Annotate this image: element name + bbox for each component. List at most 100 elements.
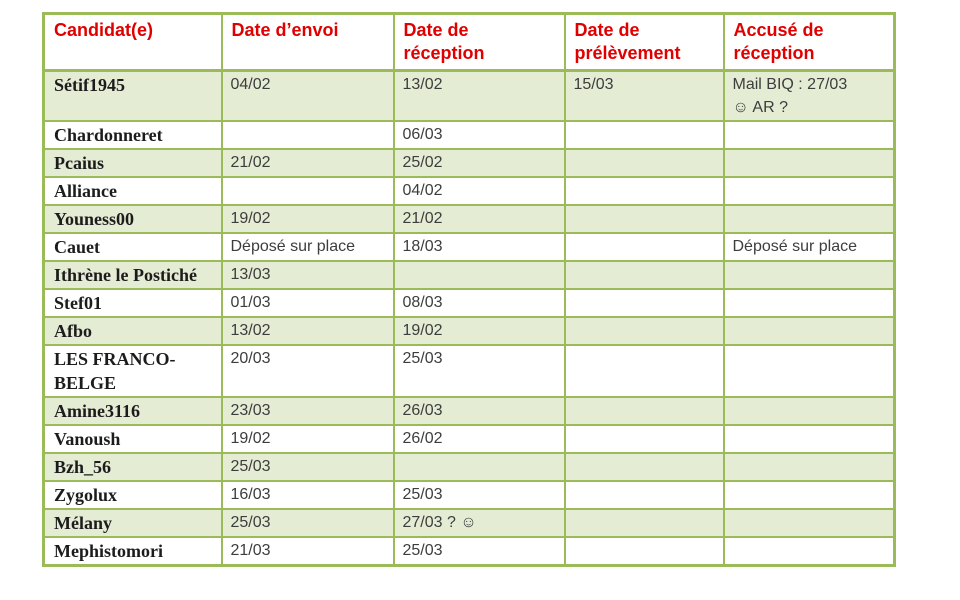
cell-envoi: 19/02 bbox=[220, 424, 395, 454]
candidates-table: Candidat(e) Date d’envoi Date de récepti… bbox=[42, 12, 896, 567]
column-header-date-reception: Date de réception bbox=[392, 12, 566, 72]
cell-prelevement bbox=[563, 204, 725, 234]
cell-prelevement bbox=[563, 148, 725, 178]
table-row: Pcaius 21/02 25/02 bbox=[42, 148, 896, 178]
cell-envoi: 21/03 bbox=[220, 536, 395, 567]
cell-envoi: 21/02 bbox=[220, 148, 395, 178]
cell-accuse bbox=[722, 536, 896, 567]
cell-reception: 25/02 bbox=[392, 148, 566, 178]
cell-envoi bbox=[220, 176, 395, 206]
cell-reception: 08/03 bbox=[392, 288, 566, 318]
cell-accuse bbox=[722, 288, 896, 318]
cell-reception: 18/03 bbox=[392, 232, 566, 262]
column-header-date-envoi: Date d’envoi bbox=[220, 12, 395, 72]
cell-prelevement bbox=[563, 176, 725, 206]
cell-reception: 13/02 bbox=[392, 69, 566, 122]
cell-name: Mélany bbox=[42, 508, 223, 538]
cell-name: Mephistomori bbox=[42, 536, 223, 567]
cell-envoi: 16/03 bbox=[220, 480, 395, 510]
cell-prelevement bbox=[563, 120, 725, 150]
cell-accuse bbox=[722, 344, 896, 398]
cell-name: Zygolux bbox=[42, 480, 223, 510]
cell-name: Pcaius bbox=[42, 148, 223, 178]
table-row: Zygolux 16/03 25/03 bbox=[42, 480, 896, 510]
cell-accuse bbox=[722, 204, 896, 234]
cell-accuse bbox=[722, 424, 896, 454]
cell-reception: 19/02 bbox=[392, 316, 566, 346]
cell-accuse bbox=[722, 480, 896, 510]
table-row: LES FRANCO-BELGE 20/03 25/03 bbox=[42, 344, 896, 398]
cell-name: LES FRANCO-BELGE bbox=[42, 344, 223, 398]
cell-envoi: 23/03 bbox=[220, 396, 395, 426]
cell-accuse bbox=[722, 508, 896, 538]
cell-envoi: 13/02 bbox=[220, 316, 395, 346]
cell-name: Afbo bbox=[42, 316, 223, 346]
cell-envoi bbox=[220, 120, 395, 150]
cell-prelevement bbox=[563, 536, 725, 567]
cell-name: Ithrène le Postiché bbox=[42, 260, 223, 290]
cell-reception: 26/03 bbox=[392, 396, 566, 426]
cell-envoi: 20/03 bbox=[220, 344, 395, 398]
cell-reception: 04/02 bbox=[392, 176, 566, 206]
cell-envoi: 04/02 bbox=[220, 69, 395, 122]
table-row: Youness00 19/02 21/02 bbox=[42, 204, 896, 234]
cell-reception: 26/02 bbox=[392, 424, 566, 454]
cell-prelevement bbox=[563, 480, 725, 510]
cell-envoi: 19/02 bbox=[220, 204, 395, 234]
cell-name: Cauet bbox=[42, 232, 223, 262]
cell-name: Vanoush bbox=[42, 424, 223, 454]
cell-name: Stef01 bbox=[42, 288, 223, 318]
cell-prelevement bbox=[563, 452, 725, 482]
cell-reception: 21/02 bbox=[392, 204, 566, 234]
cell-envoi: 25/03 bbox=[220, 508, 395, 538]
table-row: Afbo 13/02 19/02 bbox=[42, 316, 896, 346]
table-row: Bzh_56 25/03 bbox=[42, 452, 896, 482]
table-row: Stef01 01/03 08/03 bbox=[42, 288, 896, 318]
cell-prelevement bbox=[563, 396, 725, 426]
column-header-accuse-reception: Accusé de réception bbox=[722, 12, 896, 72]
cell-reception bbox=[392, 452, 566, 482]
cell-accuse bbox=[722, 260, 896, 290]
cell-reception: 25/03 bbox=[392, 480, 566, 510]
cell-name: Chardonneret bbox=[42, 120, 223, 150]
cell-envoi: 01/03 bbox=[220, 288, 395, 318]
cell-name: Amine3116 bbox=[42, 396, 223, 426]
cell-prelevement bbox=[563, 344, 725, 398]
cell-accuse bbox=[722, 148, 896, 178]
table-row: Chardonneret 06/03 bbox=[42, 120, 896, 150]
table-row: Mephistomori 21/03 25/03 bbox=[42, 536, 896, 567]
table-row: Alliance 04/02 bbox=[42, 176, 896, 206]
cell-accuse bbox=[722, 452, 896, 482]
cell-name: Bzh_56 bbox=[42, 452, 223, 482]
cell-envoi: 13/03 bbox=[220, 260, 395, 290]
cell-reception: 25/03 bbox=[392, 536, 566, 567]
cell-prelevement: 15/03 bbox=[563, 69, 725, 122]
cell-name: Sétif1945 bbox=[42, 69, 223, 122]
cell-accuse bbox=[722, 120, 896, 150]
table-row: Vanoush 19/02 26/02 bbox=[42, 424, 896, 454]
table-row: Ithrène le Postiché 13/03 bbox=[42, 260, 896, 290]
table-row: Sétif1945 04/02 13/02 15/03 Mail BIQ : 27/03… bbox=[42, 69, 896, 122]
cell-reception: 25/03 bbox=[392, 344, 566, 398]
cell-prelevement bbox=[563, 316, 725, 346]
cell-accuse: Déposé sur place bbox=[722, 232, 896, 262]
cell-envoi: Déposé sur place bbox=[220, 232, 395, 262]
table-row: Amine3116 23/03 26/03 bbox=[42, 396, 896, 426]
table-row: Cauet Déposé sur place 18/03 Déposé sur pla… bbox=[42, 232, 896, 262]
cell-prelevement bbox=[563, 508, 725, 538]
cell-reception: 27/03 ? ☺ bbox=[392, 508, 566, 538]
cell-prelevement bbox=[563, 288, 725, 318]
cell-accuse: Mail BIQ : 27/03 ☺ AR ? bbox=[722, 69, 896, 122]
cell-name: Youness00 bbox=[42, 204, 223, 234]
cell-prelevement bbox=[563, 260, 725, 290]
column-header-candidate: Candidat(e) bbox=[42, 12, 223, 72]
cell-envoi: 25/03 bbox=[220, 452, 395, 482]
cell-reception bbox=[392, 260, 566, 290]
cell-name: Alliance bbox=[42, 176, 223, 206]
cell-accuse bbox=[722, 176, 896, 206]
cell-reception: 06/03 bbox=[392, 120, 566, 150]
cell-prelevement bbox=[563, 424, 725, 454]
table-header-row: Candidat(e) Date d’envoi Date de récepti… bbox=[42, 12, 896, 72]
table-body: Sétif1945 04/02 13/02 15/03 Mail BIQ : 27/03… bbox=[42, 69, 896, 567]
